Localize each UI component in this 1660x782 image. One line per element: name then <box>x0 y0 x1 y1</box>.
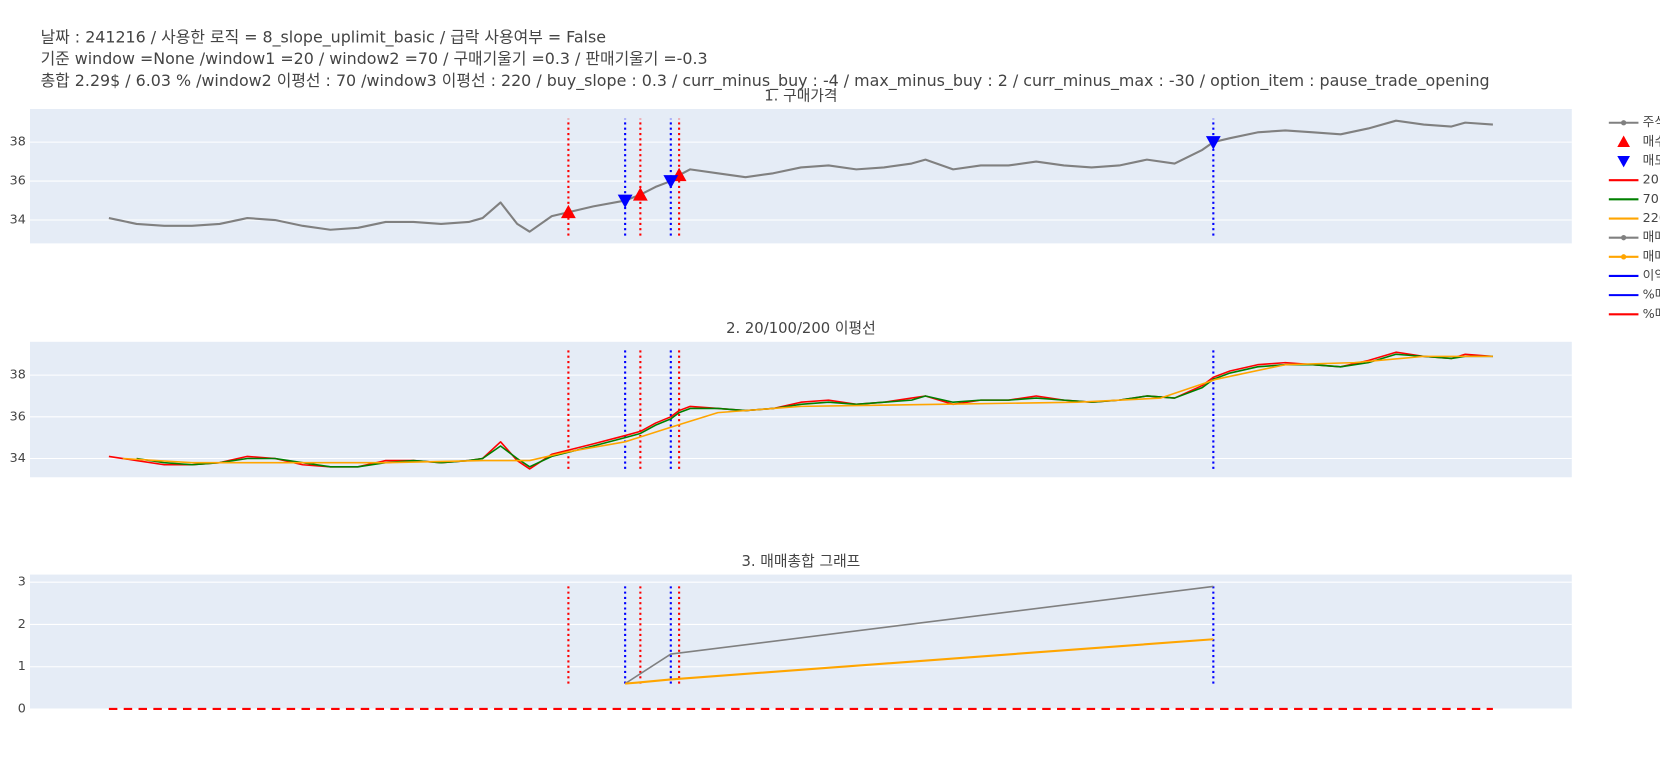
marker <box>632 187 648 201</box>
y-tick-label: 36 <box>10 173 26 188</box>
y-tick-label: 3 <box>18 574 26 589</box>
legend-swatch <box>1620 254 1627 260</box>
subplot-title: 3. 매매총합 그래프 <box>741 553 860 570</box>
subplot-title: 1. 구매가격 <box>764 87 837 104</box>
series-line <box>624 585 1214 685</box>
legend-label: 매도 <box>1643 153 1660 168</box>
series-line <box>122 355 1493 464</box>
legend-label: 20 이평선 <box>1643 172 1660 187</box>
series-line <box>108 119 1493 233</box>
legend-label: %매도 <box>1643 287 1660 302</box>
y-tick-label: 0 <box>18 700 26 715</box>
legend-label: 매수 <box>1643 133 1660 148</box>
y-tick-label: 36 <box>10 408 26 423</box>
series-line <box>625 638 1214 685</box>
legend-label: 220 이평선 <box>1643 210 1660 225</box>
y-tick-label: 38 <box>10 134 26 149</box>
legend-label: 이익 <box>1643 267 1660 282</box>
marker <box>617 194 633 208</box>
marker <box>663 175 679 189</box>
legend-swatch <box>1617 135 1630 147</box>
marker <box>1205 136 1221 150</box>
header-line: 총합 2.29$ / 6.03 % /window2 이평선 : 70 /win… <box>41 71 1490 91</box>
y-tick-label: 38 <box>10 367 26 382</box>
header-line: 기준 window =None /window1 =20 / window2 =… <box>41 49 708 68</box>
legend-swatch <box>1620 120 1627 126</box>
legend-label: 70 이평선 <box>1643 191 1660 206</box>
marker <box>560 204 576 219</box>
legend-label: 매매총합 이평선 <box>1643 248 1660 263</box>
y-tick-label: 34 <box>10 450 26 465</box>
plot-area <box>30 574 1572 709</box>
y-tick-label: 2 <box>18 616 26 631</box>
legend-swatch <box>1620 235 1627 241</box>
header-line: 날짜 : 241216 / 사용한 로직 = 8_slope_uplimit_b… <box>41 28 606 48</box>
plot-area <box>30 108 1572 244</box>
legend-label: 주식가격 <box>1643 114 1660 129</box>
subplot-title: 2. 20/100/200 이평선 <box>726 320 876 337</box>
y-tick-label: 1 <box>18 658 26 673</box>
y-tick-label: 34 <box>10 212 26 227</box>
legend-swatch <box>1617 155 1630 168</box>
legend-label: %매수 <box>1643 306 1660 321</box>
legend-label: 매매총합 <box>1643 229 1660 244</box>
